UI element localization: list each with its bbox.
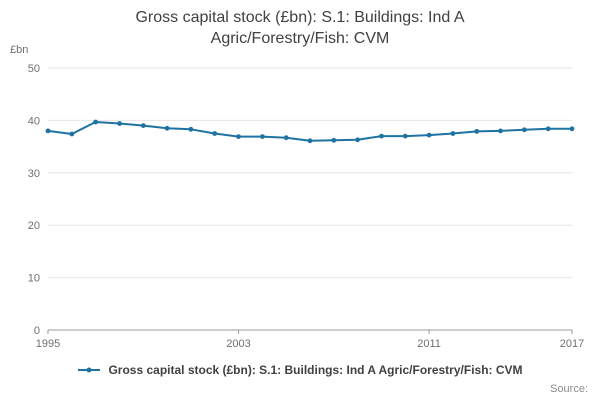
data-point-marker[interactable]: [569, 126, 575, 132]
data-point-marker[interactable]: [212, 131, 218, 136]
line-chart-plot: 0 10 20 30 40 50 1995 2003 2011 2017: [28, 63, 584, 350]
data-point-marker[interactable]: [355, 137, 360, 143]
data-point-marker[interactable]: [331, 137, 337, 143]
y-tick-label: 30: [28, 168, 40, 180]
series-line: [47, 121, 573, 142]
data-point-marker[interactable]: [498, 128, 503, 134]
data-point-marker[interactable]: [545, 126, 551, 132]
data-point-marker[interactable]: [93, 119, 98, 125]
data-point-marker[interactable]: [188, 126, 194, 132]
data-point-marker[interactable]: [164, 125, 170, 131]
data-point-marker[interactable]: [45, 128, 51, 134]
legend-dot: [86, 367, 92, 373]
legend-line-marker: [78, 367, 101, 373]
chart-title: Gross capital stock (£bn): S.1: Building…: [135, 9, 465, 47]
x-tick-label: 2011: [417, 338, 441, 350]
x-tick-label: 2017: [560, 338, 584, 350]
data-point-marker[interactable]: [117, 121, 122, 126]
x-tick-label: 2003: [226, 338, 250, 350]
x-tick-label: 1995: [36, 338, 60, 350]
data-point-marker[interactable]: [260, 134, 265, 139]
data-point-marker[interactable]: [426, 132, 432, 138]
data-point-marker[interactable]: [450, 131, 456, 136]
y-axis-unit-label: £bn: [10, 44, 29, 56]
legend[interactable]: Gross capital stock (£bn): S.1: Building…: [0, 363, 600, 377]
source-label: Source:: [550, 383, 588, 395]
legend-label[interactable]: Gross capital stock (£bn): S.1: Building…: [108, 363, 523, 377]
data-point-marker[interactable]: [402, 133, 408, 139]
y-tick-label: 0: [34, 325, 40, 337]
y-tick-label: 10: [28, 273, 40, 285]
y-tick-label: 40: [28, 115, 40, 127]
data-point-marker[interactable]: [522, 127, 527, 133]
data-point-marker[interactable]: [379, 133, 384, 139]
data-point-marker[interactable]: [236, 134, 241, 139]
data-point-marker[interactable]: [307, 138, 313, 144]
y-tick-label: 20: [28, 220, 40, 232]
data-point-marker[interactable]: [283, 135, 289, 141]
data-point-marker[interactable]: [140, 123, 146, 128]
data-point-marker[interactable]: [474, 129, 480, 134]
data-point-marker[interactable]: [69, 131, 75, 137]
y-tick-label: 50: [28, 63, 40, 75]
